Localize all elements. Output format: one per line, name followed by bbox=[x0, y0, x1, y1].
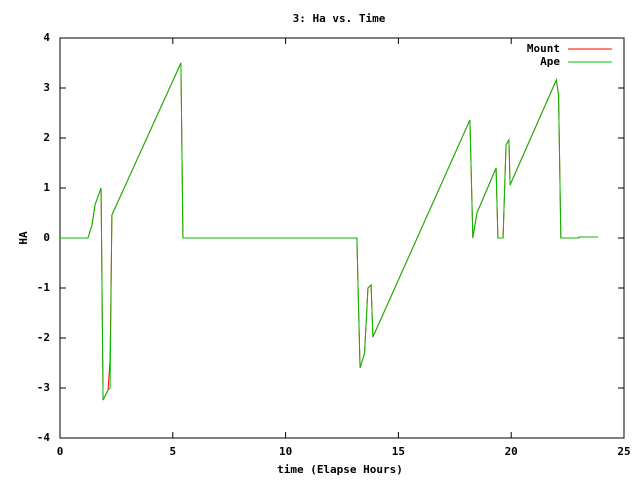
x-tick-label: 5 bbox=[169, 445, 176, 458]
series-line bbox=[60, 62, 599, 401]
y-tick-label: 0 bbox=[43, 231, 50, 244]
y-axis-label: HA bbox=[17, 231, 30, 245]
y-tick-label: -4 bbox=[37, 431, 51, 444]
x-tick-label: 15 bbox=[392, 445, 405, 458]
chart-title: 3: Ha vs. Time bbox=[293, 12, 386, 25]
legend-label: Ape bbox=[540, 55, 560, 68]
legend-label: Mount bbox=[527, 42, 560, 55]
x-tick-label: 0 bbox=[57, 445, 64, 458]
x-axis-label: time (Elapse Hours) bbox=[277, 463, 403, 476]
y-tick-label: -2 bbox=[37, 331, 50, 344]
x-tick-label: 10 bbox=[279, 445, 292, 458]
y-tick-label: 3 bbox=[43, 81, 50, 94]
y-tick-label: -3 bbox=[37, 381, 50, 394]
y-tick-label: 4 bbox=[43, 31, 50, 44]
y-tick-label: 2 bbox=[43, 131, 50, 144]
y-tick-label: -1 bbox=[37, 281, 51, 294]
x-tick-label: 20 bbox=[505, 445, 518, 458]
x-tick-label: 25 bbox=[617, 445, 630, 458]
y-tick-label: 1 bbox=[43, 181, 50, 194]
